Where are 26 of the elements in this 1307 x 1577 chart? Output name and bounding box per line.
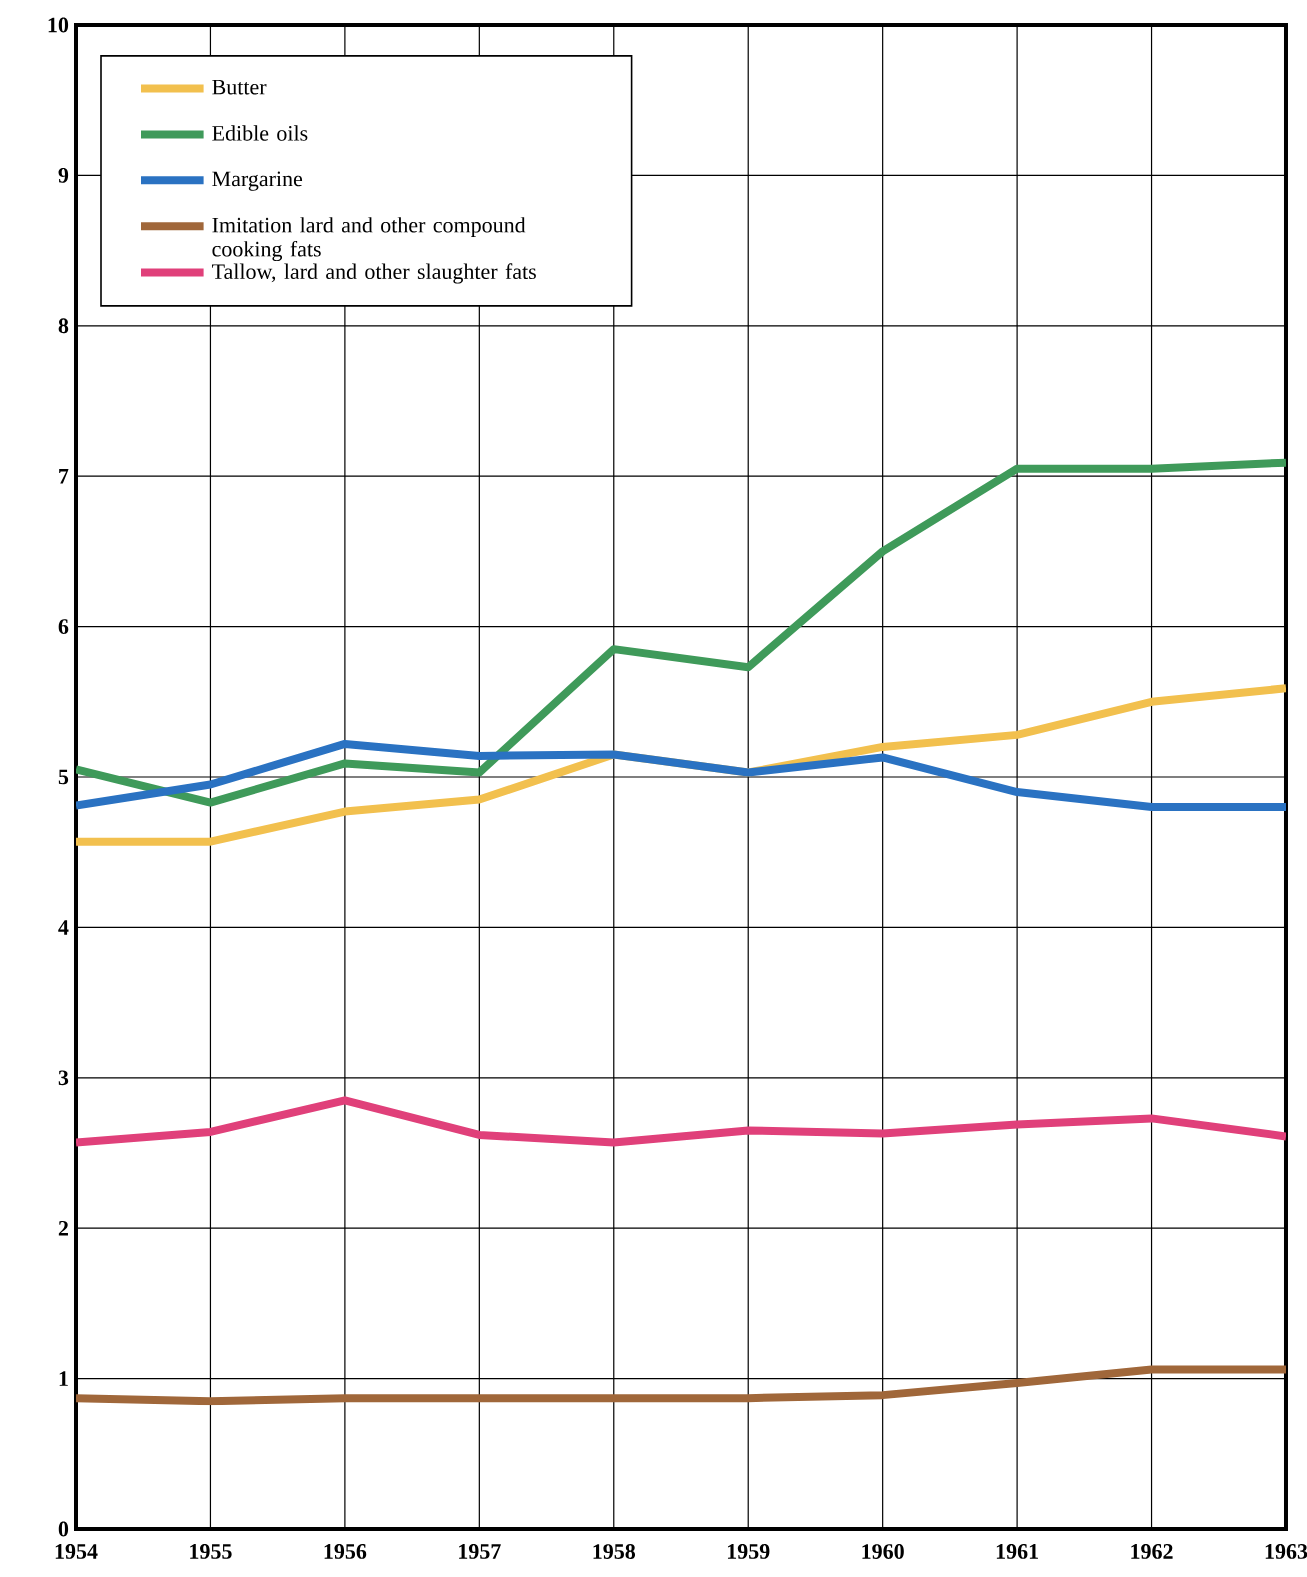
- x-tick-label: 1958: [593, 1544, 636, 1559]
- x-tick-label: 1961: [996, 1544, 1038, 1559]
- y-tick-label: 9: [58, 168, 69, 183]
- x-tick-label: 1954: [55, 1544, 98, 1559]
- y-tick-label: 8: [58, 318, 69, 334]
- x-tick-label: 1960: [862, 1544, 904, 1559]
- legend-label: Imitation lard and other compound cooking fats: [212, 217, 526, 262]
- y-tick-label: 10: [48, 17, 69, 33]
- y-tick-label: 4: [58, 920, 69, 935]
- y-tick-label: 3: [58, 1070, 69, 1086]
- x-tick-label: 1957: [459, 1544, 501, 1559]
- y-tick-label: 6: [58, 619, 69, 634]
- x-tick-label: 1962: [1131, 1544, 1173, 1559]
- y-tick-label: 5: [58, 769, 69, 785]
- y-tick-label: 1: [59, 1371, 68, 1386]
- y-tick-label: 0: [58, 1521, 69, 1537]
- legend-label: Butter: [212, 79, 267, 95]
- legend-label: Margarine: [212, 171, 303, 191]
- x-tick-label: 1959: [727, 1544, 770, 1559]
- legend-label: Tallow, lard and other slaughter fats: [212, 263, 536, 284]
- x-tick-label: 1956: [324, 1544, 367, 1559]
- y-tick-label: 7: [59, 468, 69, 484]
- x-tick-label: 1955: [190, 1544, 232, 1559]
- x-tick-label: 1963: [1265, 1544, 1307, 1559]
- y-tick-label: 2: [58, 1220, 68, 1236]
- legend-label: Edible oils: [212, 125, 308, 141]
